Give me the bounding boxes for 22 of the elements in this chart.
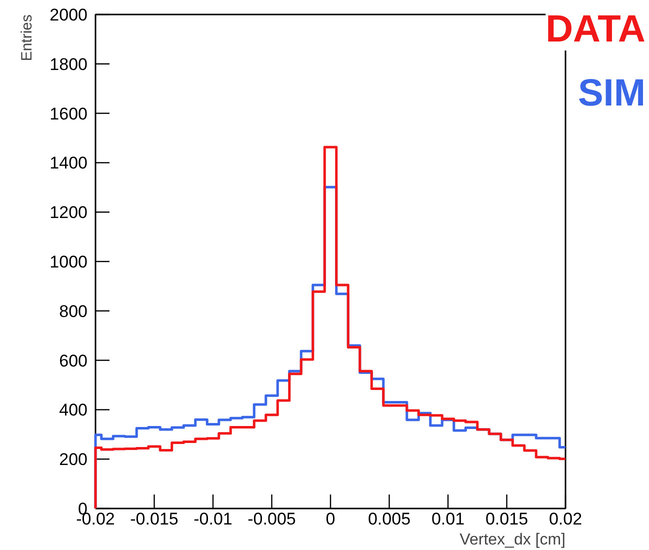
y-tick-label: 800: [59, 302, 88, 321]
x-tick-label: 0.005: [368, 510, 411, 528]
y-tick-label: 600: [59, 351, 88, 370]
y-tick-label: 200: [59, 450, 88, 470]
y-tick-label: 400: [59, 400, 88, 420]
y-tick-label: 1000: [50, 252, 88, 272]
x-tick-label: -0.01: [194, 510, 232, 528]
x-tick-label: 0.02: [548, 510, 582, 528]
y-tick-label: 1800: [50, 54, 88, 74]
x-tick-label: -0.015: [130, 510, 178, 528]
x-axis-title: Vertex_dx [cm]: [460, 532, 566, 548]
x-tick-label: -0.005: [248, 510, 296, 528]
x-tick-label: 0: [326, 510, 336, 528]
text: SIM: [578, 72, 646, 114]
y-tick-label: 1200: [50, 203, 88, 222]
y-tick-label: 1400: [50, 154, 88, 173]
x-tick-label: 0.015: [485, 510, 528, 528]
y-tick-label: 1600: [50, 104, 88, 124]
y-axis-title: Entries: [18, 14, 36, 62]
y-tick-label: 2000: [50, 6, 88, 24]
text: DATA: [546, 8, 646, 50]
x-tick-label: 0.01: [431, 510, 465, 528]
